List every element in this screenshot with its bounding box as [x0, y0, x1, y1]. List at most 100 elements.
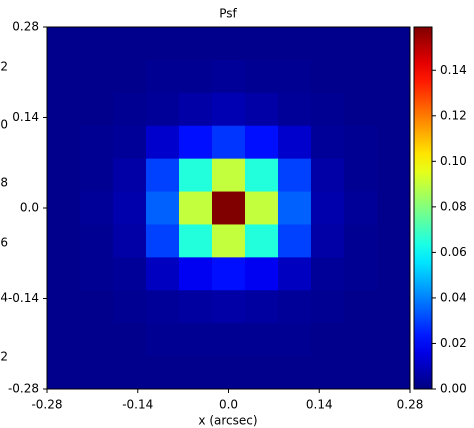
- heatmap-cell: [245, 191, 279, 225]
- x-tick-label: 0.14: [306, 398, 333, 412]
- heatmap-cell: [344, 257, 378, 291]
- heatmap-cell: [344, 323, 378, 357]
- heatmap-cell: [146, 92, 180, 127]
- x-tick-label: -0.28: [31, 398, 62, 412]
- heatmap-cell: [47, 191, 81, 225]
- heatmap-cell: [311, 356, 345, 390]
- heatmap-cell: [80, 27, 114, 61]
- heatmap-cell: [377, 224, 411, 258]
- heatmap-cell: [113, 27, 147, 61]
- heatmap-cell: [47, 158, 81, 193]
- heatmap-cell: [212, 290, 246, 324]
- heatmap-cell: [212, 356, 246, 390]
- heatmap-cell: [278, 224, 312, 258]
- heatmap-cell: [377, 191, 411, 225]
- heatmap-cell: [113, 191, 147, 225]
- heatmap-cell: [245, 356, 279, 390]
- heatmap-cell: [212, 323, 246, 357]
- heatmap-cell: [113, 158, 147, 193]
- heatmap-cell: [311, 224, 345, 258]
- heatmap-cell: [245, 323, 279, 357]
- x-tick-label: 0.0: [219, 398, 238, 412]
- heatmap-cell: [212, 59, 246, 94]
- colorbar: [413, 26, 433, 390]
- heatmap-cell: [278, 191, 312, 225]
- heatmap-cell: [80, 59, 114, 94]
- clipped-label: 2: [0, 60, 8, 74]
- heatmap-cell: [245, 290, 279, 324]
- heatmap-cell: [278, 257, 312, 291]
- clipped-label: 6: [0, 236, 8, 250]
- heatmap-cell: [278, 356, 312, 390]
- heatmap-cell: [311, 158, 345, 193]
- heatmap-cell: [179, 191, 213, 225]
- colorbar-tick-label: 0.10: [440, 154, 467, 168]
- heatmap-cell: [311, 191, 345, 225]
- clipped-label: 0: [0, 118, 8, 132]
- y-tick-label: 0.28: [12, 20, 39, 34]
- heatmap-cell: [212, 125, 246, 160]
- heatmap-cell: [80, 323, 114, 357]
- heatmap-cell: [113, 356, 147, 390]
- heatmap-cell: [47, 290, 81, 324]
- heatmap-cell: [278, 27, 312, 61]
- heatmap-cell: [146, 59, 180, 94]
- heatmap-cell: [80, 158, 114, 193]
- heatmap-cell: [278, 92, 312, 127]
- heatmap: [47, 27, 411, 390]
- colorbar-tick-label: 0.00: [440, 382, 467, 396]
- heatmap-cell: [212, 224, 246, 258]
- heatmap-cell: [47, 92, 81, 127]
- heatmap-cell: [377, 290, 411, 324]
- heatmap-cell: [146, 158, 180, 193]
- y-tick-label: 0.14: [12, 110, 39, 124]
- heatmap-cell: [278, 290, 312, 324]
- heatmap-cell: [179, 257, 213, 291]
- heatmap-cell: [278, 323, 312, 357]
- heatmap-cell: [146, 356, 180, 390]
- y-tick-label: -0.14: [8, 291, 39, 305]
- heatmap-cell: [47, 224, 81, 258]
- x-tick-label: -0.14: [122, 398, 153, 412]
- chart-title: Psf: [219, 7, 237, 21]
- heatmap-cell: [377, 257, 411, 291]
- heatmap-cell: [113, 59, 147, 94]
- heatmap-cell: [245, 224, 279, 258]
- heatmap-cell: [47, 323, 81, 357]
- heatmap-cell: [146, 323, 180, 357]
- heatmap-cell: [245, 27, 279, 61]
- heatmap-cell: [212, 27, 246, 61]
- heatmap-cell: [80, 92, 114, 127]
- heatmap-cell: [80, 224, 114, 258]
- heatmap-cell: [47, 125, 81, 160]
- heatmap-cell: [113, 323, 147, 357]
- colorbar-tick-label: 0.12: [440, 108, 467, 122]
- heatmap-cell: [377, 92, 411, 127]
- heatmap-cell: [113, 290, 147, 324]
- heatmap-cell: [311, 27, 345, 61]
- y-tick-label: -0.28: [8, 382, 39, 396]
- heatmap-cell: [146, 257, 180, 291]
- heatmap-cell: [311, 59, 345, 94]
- heatmap-cell: [113, 224, 147, 258]
- heatmap-cell: [278, 59, 312, 94]
- heatmap-cell: [311, 257, 345, 291]
- heatmap-cell: [311, 323, 345, 357]
- clipped-label: 8: [0, 176, 8, 190]
- heatmap-cell: [212, 257, 246, 291]
- heatmap-cell: [47, 59, 81, 94]
- heatmap-cell: [113, 125, 147, 160]
- heatmap-cell: [179, 125, 213, 160]
- heatmap-cell: [245, 125, 279, 160]
- heatmap-cell: [311, 92, 345, 127]
- colorbar-tick-label: 0.08: [440, 199, 467, 213]
- heatmap-cell: [179, 290, 213, 324]
- clipped-label: 4: [0, 291, 8, 305]
- heatmap-cell: [377, 125, 411, 160]
- heatmap-cell: [113, 257, 147, 291]
- heatmap-cell: [278, 158, 312, 193]
- heatmap-cell: [146, 27, 180, 61]
- heatmap-cell: [377, 158, 411, 193]
- heatmap-cell: [311, 125, 345, 160]
